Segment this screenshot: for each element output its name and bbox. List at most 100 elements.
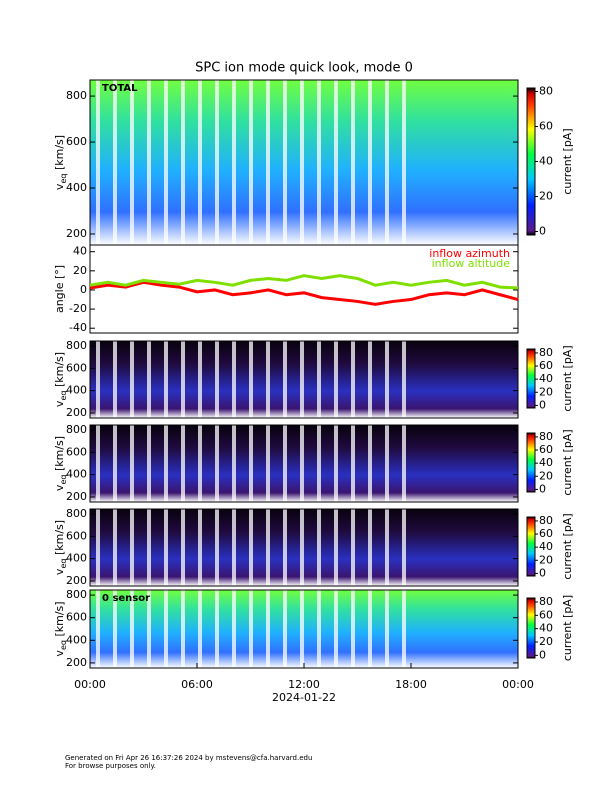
x-tick-label: 12:00: [288, 678, 320, 691]
y-tick-label: 800: [66, 89, 87, 102]
colorbar-tick-label: 60: [539, 608, 553, 621]
data-gap-stripes: [90, 425, 416, 502]
y-axis-label: veq [km/s]: [53, 601, 68, 656]
y-tick-label: 20: [73, 264, 87, 277]
y-tick-label: 600: [66, 529, 87, 542]
colorbar-tick-label: 0: [539, 566, 546, 579]
footer-line: For browse purposes only.: [65, 762, 156, 770]
colorbar-tick-label: 0: [539, 225, 546, 238]
plot-frame: [89, 508, 519, 587]
colorbar: [526, 597, 536, 659]
colorbar-tick-label: 60: [539, 443, 553, 456]
colorbar-tick-label: 20: [539, 385, 553, 398]
y-axis-label-sub: eq: [59, 475, 68, 485]
y-axis-label: veq [km/s]: [53, 135, 68, 190]
y-tick-label: 400: [66, 468, 87, 481]
y-tick-label: 800: [66, 339, 87, 352]
colorbar: [526, 87, 536, 236]
colorbar-tick-label: 60: [539, 359, 553, 372]
x-tick-label: 18:00: [395, 678, 427, 691]
y-axis-label-main: v: [53, 484, 66, 491]
chart-title: SPC ion mode quick look, mode 0: [195, 61, 413, 76]
y-tick-label: 0: [80, 283, 87, 296]
y-tick-label: 600: [66, 135, 87, 148]
colorbar-tick-label: 40: [539, 456, 553, 469]
y-tick-label: 800: [66, 588, 87, 601]
y-tick-label: 40: [73, 245, 87, 258]
y-tick-label: 800: [66, 423, 87, 436]
colorbar-tick-label: 40: [539, 372, 553, 385]
colorbar-tick-label: 60: [539, 120, 553, 133]
y-axis-label-unit: [km/s]: [53, 352, 66, 391]
y-tick-label: 800: [66, 507, 87, 520]
data-gap-stripes: [90, 509, 416, 586]
data-gap-stripes: [90, 80, 416, 245]
y-axis-label: angle [°]: [53, 265, 66, 313]
colorbar-tick-label: 20: [539, 635, 553, 648]
colorbar: [526, 432, 536, 493]
data-gap-stripes: [90, 341, 416, 418]
colorbar-label: current [pA]: [561, 595, 574, 661]
colorbar-tick-label: 80: [539, 346, 553, 359]
panel-label: 0 sensor: [102, 593, 150, 604]
colorbar-tick-label: 20: [539, 553, 553, 566]
y-tick-label: -20: [69, 302, 87, 315]
y-tick-label: 400: [66, 633, 87, 646]
data-gap-stripes: [90, 590, 416, 668]
panel-label: TOTAL: [102, 83, 138, 94]
y-axis-label: veq [km/s]: [53, 520, 68, 575]
colorbar-tick-label: 40: [539, 540, 553, 553]
y-axis-label: veq [km/s]: [53, 436, 68, 491]
y-tick-label: 200: [66, 656, 87, 669]
plot-frame: [89, 424, 519, 503]
legend-entry: inflow altitude: [432, 257, 511, 270]
y-tick-label: 600: [66, 445, 87, 458]
colorbar: [526, 516, 536, 577]
y-tick-label: 200: [66, 227, 87, 240]
colorbar-tick-label: 80: [539, 514, 553, 527]
footer-line: Generated on Fri Apr 26 16:37:26 2024 by…: [65, 754, 312, 762]
y-axis-label-unit: [km/s]: [53, 135, 66, 174]
y-tick-label: 200: [66, 490, 87, 503]
colorbar-tick-label: 20: [539, 190, 553, 203]
y-axis-label-sub: eq: [59, 640, 68, 650]
y-axis-label-main: v: [53, 400, 66, 407]
y-axis-label-unit: [km/s]: [53, 601, 66, 640]
y-axis-label-unit: [km/s]: [53, 436, 66, 475]
colorbar-label: current [pA]: [561, 345, 574, 411]
y-axis-label-main: v: [53, 183, 66, 190]
y-axis-label-sub: eq: [59, 559, 68, 569]
plot-frame: [89, 244, 519, 334]
colorbar-tick-label: 0: [539, 482, 546, 495]
colorbar-tick-label: 80: [539, 595, 553, 608]
x-axis-label: 2024-01-22: [272, 691, 336, 704]
y-tick-label: 200: [66, 574, 87, 587]
y-axis-label: veq [km/s]: [53, 352, 68, 407]
y-axis-label-main: v: [53, 650, 66, 657]
colorbar: [526, 348, 536, 409]
colorbar-tick-label: 40: [539, 155, 553, 168]
y-tick-label: 400: [66, 384, 87, 397]
y-axis-label-sub: eq: [59, 174, 68, 184]
y-tick-label: 200: [66, 406, 87, 419]
y-tick-label: 600: [66, 611, 87, 624]
colorbar-tick-label: 0: [539, 648, 546, 661]
y-axis-label-main: v: [53, 568, 66, 575]
colorbar-label: current [pA]: [561, 128, 574, 194]
colorbar-label: current [pA]: [561, 429, 574, 495]
plot-frame: [89, 340, 519, 419]
y-tick-label: 400: [66, 181, 87, 194]
colorbar-label: current [pA]: [561, 513, 574, 579]
colorbar-tick-label: 40: [539, 622, 553, 635]
y-tick-label: -40: [69, 321, 87, 334]
colorbar-tick-label: 80: [539, 85, 553, 98]
x-tick-label: 06:00: [181, 678, 213, 691]
y-tick-label: 600: [66, 361, 87, 374]
y-tick-label: 400: [66, 552, 87, 565]
y-axis-label-unit: [km/s]: [53, 520, 66, 559]
line-series: [89, 274, 519, 290]
colorbar-tick-label: 20: [539, 469, 553, 482]
colorbar-tick-label: 80: [539, 430, 553, 443]
x-tick-label: 00:00: [502, 678, 534, 691]
